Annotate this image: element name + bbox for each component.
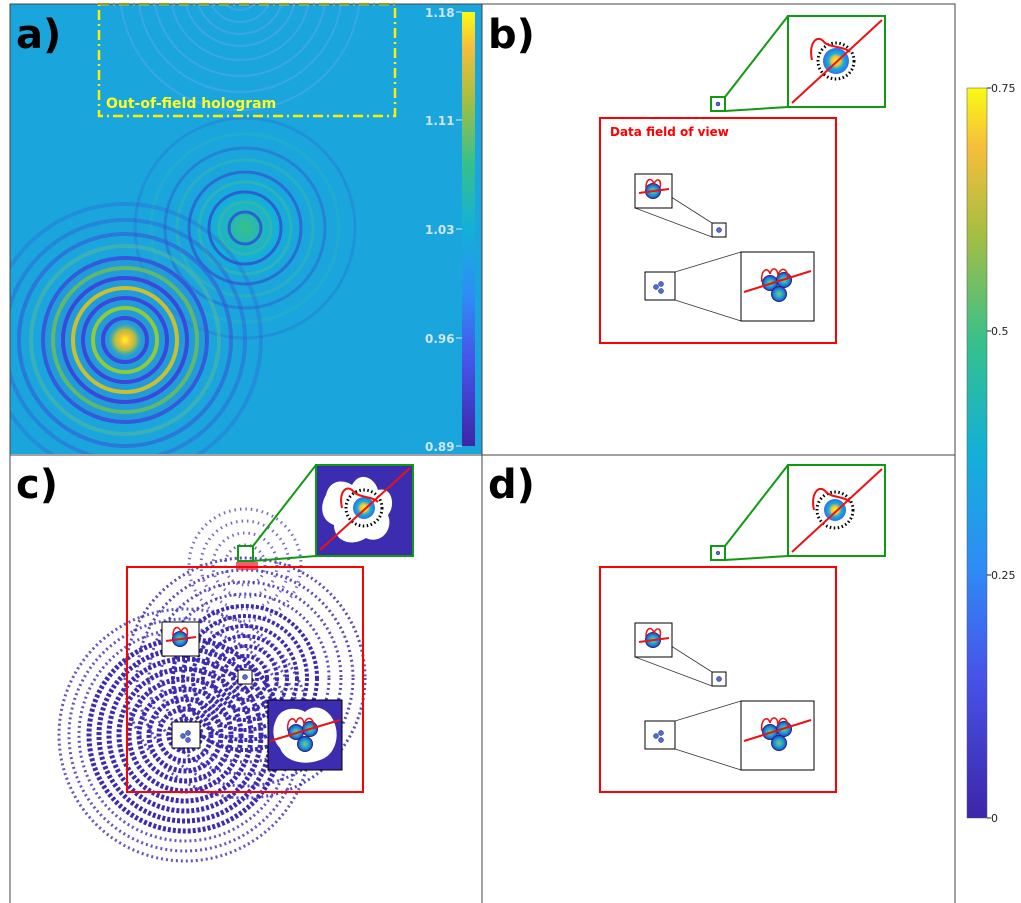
field-of-view-box xyxy=(126,566,364,793)
panel-a: Out-of-field hologram a) 1.18 1.11 1.03 … xyxy=(10,2,482,454)
panel-d-letter: d) xyxy=(488,462,535,508)
inset-particle-cluster xyxy=(644,251,815,322)
panel-b: b) Data field of view xyxy=(488,12,886,344)
particle-marker xyxy=(715,101,721,107)
center-fringe-pattern xyxy=(133,116,357,340)
inset-particle-cluster xyxy=(644,700,815,771)
particle-marker xyxy=(715,550,721,556)
panel-b-letter: b) xyxy=(488,12,535,58)
zoom-source-box xyxy=(237,545,254,562)
top-fringe-pattern xyxy=(119,4,361,111)
bottom-left-fringe-pattern xyxy=(10,202,263,454)
shared-colorbar: 0.75 0.5 0.25 0 xyxy=(966,82,1016,825)
zoom-connector xyxy=(724,464,789,547)
ring-mask-pattern xyxy=(57,507,367,863)
colorbar-gradient xyxy=(966,87,988,819)
zoom-source-box xyxy=(710,96,726,112)
panel-a-cb-tick: 0.89 xyxy=(425,440,455,454)
zoom-connector xyxy=(724,15,789,98)
inset-single-particle xyxy=(161,621,253,685)
panel-a-colorbar-ticks: 1.18 1.11 1.03 0.96 0.89 xyxy=(425,6,462,454)
zoom-connector xyxy=(724,106,789,112)
zoom-inset xyxy=(315,464,414,557)
panel-a-cb-tick: 1.18 xyxy=(425,6,455,20)
zoom-inset xyxy=(787,464,886,557)
field-of-view-box xyxy=(599,117,837,344)
panel-borders xyxy=(9,3,956,903)
field-of-view-box xyxy=(599,566,837,793)
zoom-source-box xyxy=(710,545,726,561)
panel-a-cb-tick: 1.03 xyxy=(425,223,455,237)
panel-a-letter: a) xyxy=(16,12,61,58)
colorbar-tick: 0 xyxy=(991,812,998,825)
inset-particle-cluster xyxy=(171,699,343,771)
zoom-connector xyxy=(724,555,789,561)
zoom-connector xyxy=(252,555,317,562)
out-of-field-label: Out-of-field hologram xyxy=(106,96,276,112)
panel-a-cb-tick: 0.96 xyxy=(425,332,455,346)
panel-c: c) xyxy=(16,462,414,863)
zoom-inset xyxy=(787,15,886,108)
panel-a-cb-tick: 1.11 xyxy=(425,114,455,128)
colorbar-tick: 0.25 xyxy=(991,569,1016,582)
colorbar-tick: 0.75 xyxy=(991,82,1016,95)
colorbar-tick: 0.5 xyxy=(991,325,1009,338)
inset-single-particle xyxy=(634,622,727,687)
panel-d: d) xyxy=(488,462,886,793)
inset-single-particle xyxy=(634,173,727,238)
zoom-connector xyxy=(252,464,317,547)
panel-c-letter: c) xyxy=(16,462,58,508)
field-of-view-label: Data field of view xyxy=(610,125,729,139)
panel-a-colorbar xyxy=(462,12,475,446)
